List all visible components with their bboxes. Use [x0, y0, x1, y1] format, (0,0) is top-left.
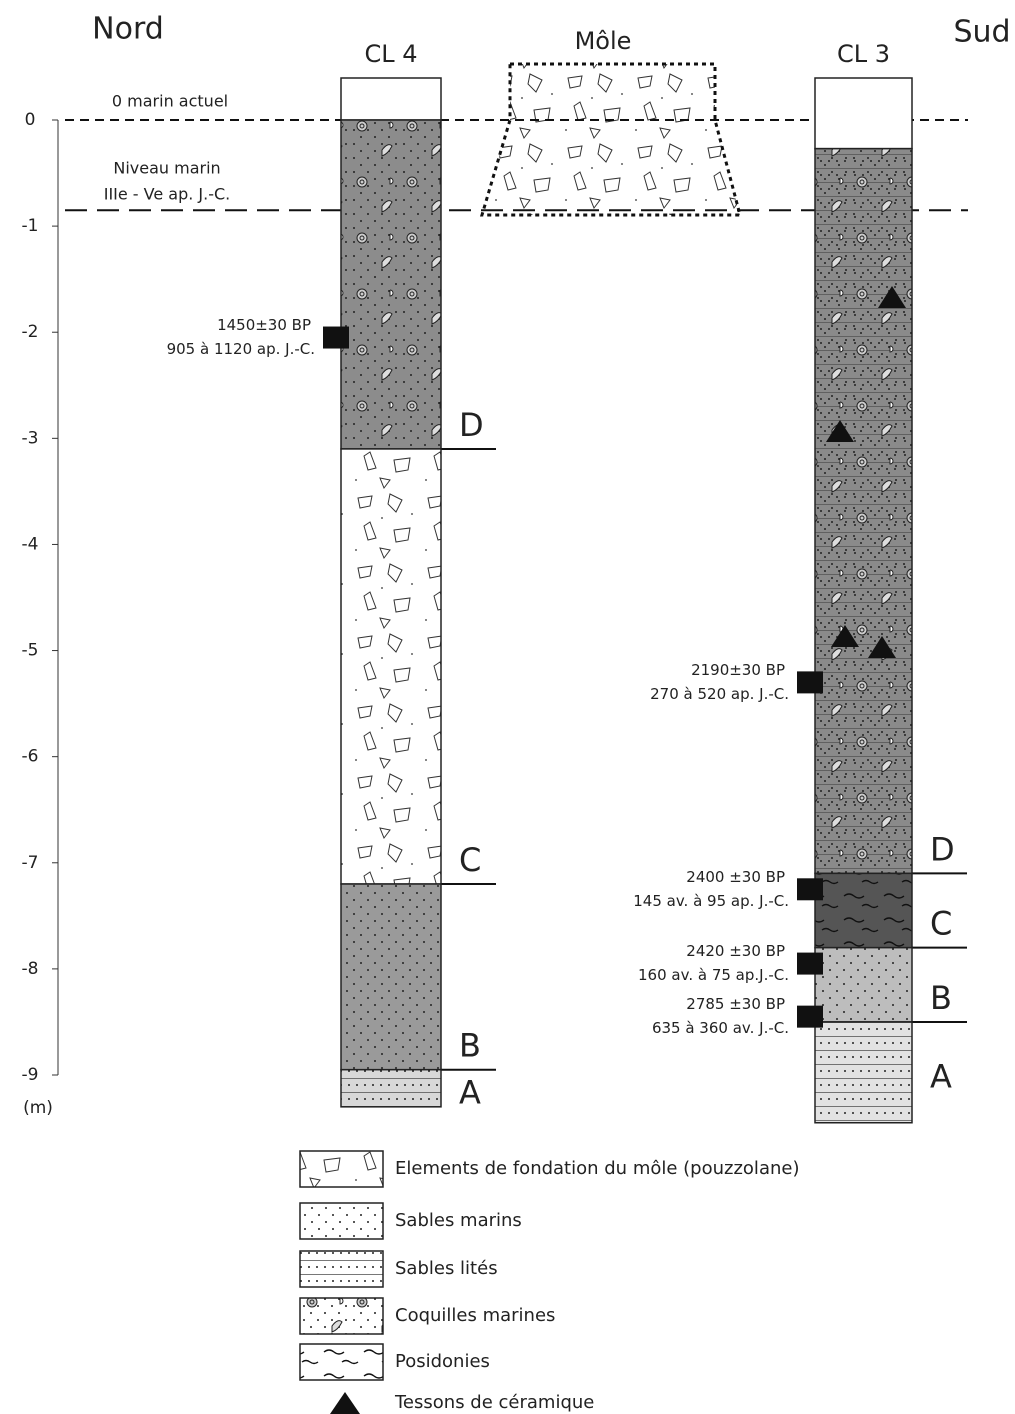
date-sample	[797, 953, 823, 975]
layer-pattern	[815, 873, 912, 947]
diagram: Nord Sud Môle (m) 0 -1 -2 -3 -4 -5 -6 -7 -8 -9 0 m…	[0, 0, 1015, 1414]
layer-pattern	[815, 149, 912, 874]
date-sample	[797, 878, 823, 900]
date-bp: 1450±30 BP	[217, 316, 311, 334]
layer-pattern	[341, 884, 441, 1070]
south-label: Sud	[953, 15, 1010, 50]
tick-label: -8	[22, 959, 39, 979]
date-bp: 2190±30 BP	[691, 661, 785, 679]
legend-label: Tessons de céramique	[394, 1392, 594, 1413]
date-sample	[797, 671, 823, 693]
layer-pattern	[341, 449, 441, 884]
legend-label: Sables lités	[395, 1258, 498, 1279]
layer-pattern	[815, 948, 912, 1022]
layer-label: D	[459, 406, 484, 444]
date-range: 270 à 520 ap. J.-C.	[650, 685, 789, 703]
date-range: 145 av. à 95 ap. J.-C.	[633, 892, 789, 910]
sea-level-label: 0 marin actuel	[112, 92, 228, 111]
column-header	[815, 78, 912, 149]
layer-label: A	[930, 1057, 952, 1095]
tick-label: 0	[25, 110, 36, 130]
column-header	[341, 78, 441, 120]
layer-pattern	[341, 1070, 441, 1107]
date-bp: 2785 ±30 BP	[686, 995, 785, 1013]
layer-label: C	[930, 905, 952, 943]
tick-label: -7	[22, 853, 39, 873]
layer-label: B	[930, 979, 952, 1017]
tick-label: -3	[22, 428, 39, 448]
date-sample	[797, 1006, 823, 1028]
legend-label: Posidonies	[395, 1351, 490, 1372]
column-title: CL 4	[364, 40, 417, 68]
layer-label: A	[459, 1073, 481, 1111]
layer-label: B	[459, 1027, 481, 1065]
date-range: 905 à 1120 ap. J.-C.	[167, 340, 315, 358]
sea-level-label: Niveau marin	[113, 159, 220, 178]
tick-label: -9	[22, 1065, 39, 1085]
tick-label: -6	[22, 747, 39, 767]
date-sample	[323, 327, 349, 349]
legend-label: Coquilles marines	[395, 1305, 555, 1326]
mole-label: Môle	[575, 27, 632, 55]
date-range: 635 à 360 av. J.-C.	[652, 1019, 789, 1037]
legend-label: Elements de fondation du môle (pouzzolan…	[395, 1158, 799, 1179]
tick-label: -1	[22, 216, 39, 236]
axis-unit: (m)	[23, 1098, 53, 1118]
legend-symbol	[330, 1392, 360, 1414]
legend-swatch-pattern	[300, 1151, 383, 1187]
tick-label: -2	[22, 322, 39, 342]
legend-label: Sables marins	[395, 1210, 522, 1231]
legend-swatch-pattern	[300, 1298, 383, 1334]
mole	[482, 64, 740, 215]
legend-swatch-pattern	[300, 1251, 383, 1287]
date-range: 160 av. à 75 ap.J.-C.	[638, 966, 789, 984]
layer-label: C	[459, 841, 481, 879]
tick-label: -4	[22, 534, 39, 554]
tick-label: -5	[22, 641, 39, 661]
north-label: Nord	[92, 12, 164, 47]
column-title: CL 3	[837, 40, 890, 68]
date-bp: 2400 ±30 BP	[686, 868, 785, 886]
date-bp: 2420 ±30 BP	[686, 942, 785, 960]
legend-swatch-pattern	[300, 1344, 383, 1380]
layer-label: D	[930, 830, 955, 868]
layer-pattern	[341, 120, 441, 449]
legend-swatch-pattern	[300, 1203, 383, 1239]
sea-level-label: IIIe - Ve ap. J.-C.	[104, 185, 231, 204]
layer-pattern	[815, 1022, 912, 1123]
